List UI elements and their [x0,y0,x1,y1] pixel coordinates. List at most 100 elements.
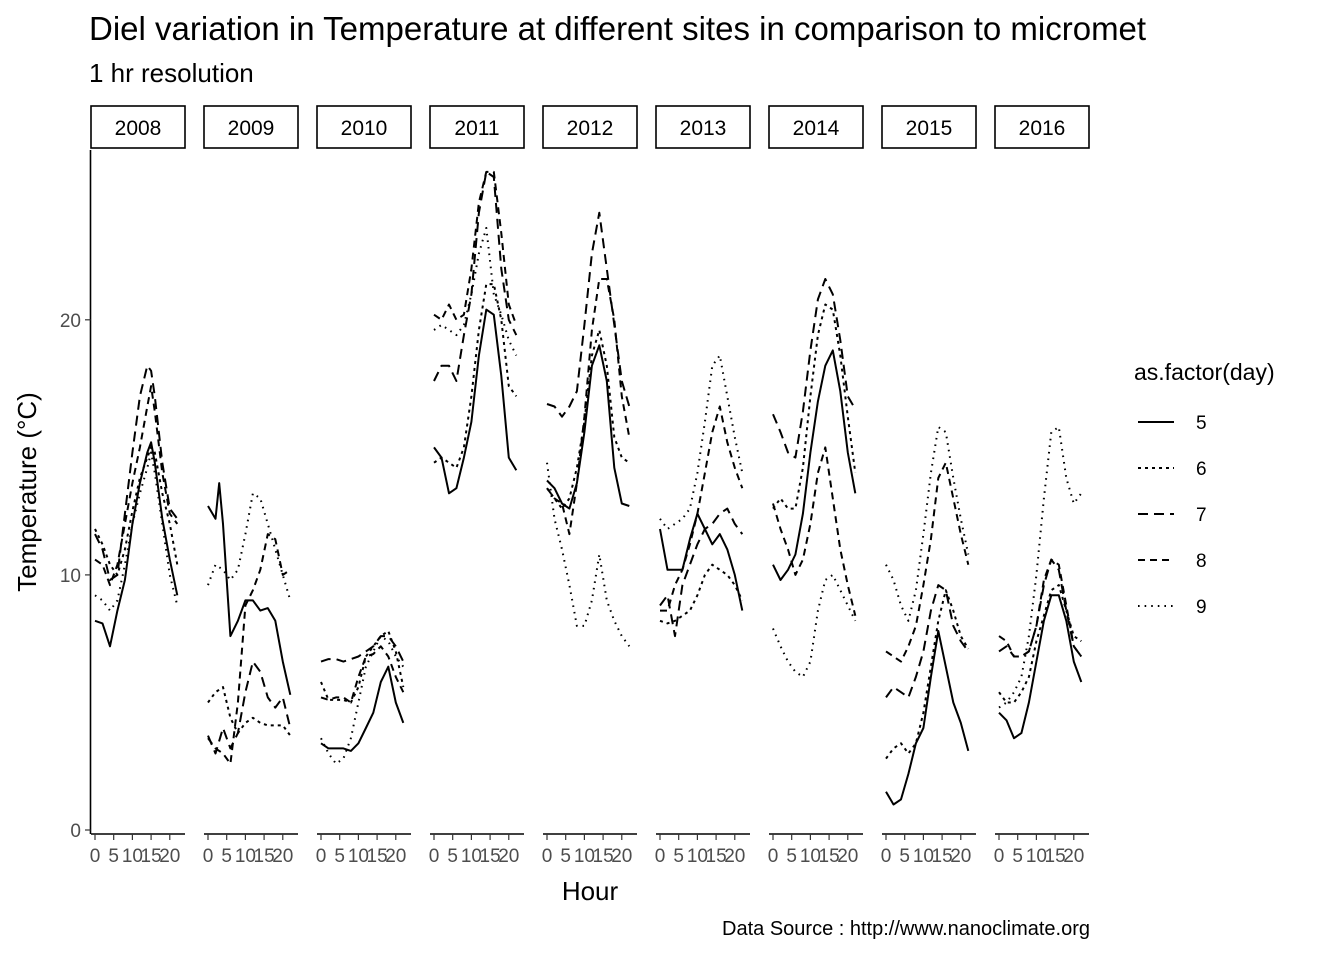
x-tick-label-2016-5: 5 [1012,846,1023,867]
series-line-2015-day-8 [885,461,970,663]
x-tick-label-2011-5: 5 [447,846,458,867]
series-line-2010-day-7 [320,635,405,663]
facet-strip-2008 [90,105,186,149]
y-tick-label-10: 10 [60,566,81,587]
x-tick-label-2011-20: 20 [498,846,519,867]
x-tick-label-2014-0: 0 [768,846,779,867]
series-line-2010-day-9 [320,635,405,765]
series-line-2013-day-8 [660,405,744,612]
series-line-2012-day-5 [546,344,630,510]
y-tick-label-0: 0 [70,821,81,842]
series-line-2016-day-8 [998,558,1083,658]
x-tick-label-2009-20: 20 [272,846,293,867]
facet-strip-label-2011: 2011 [454,117,499,140]
series-line-2011-day-8 [433,170,518,326]
series-line-2010-day-8 [320,645,405,704]
x-tick-label-2012-15: 15 [593,846,614,867]
x-tick-label-2010-5: 5 [334,846,345,867]
x-tick-label-2015-20: 20 [950,846,971,867]
series-line-2012-day-7 [546,211,631,418]
x-tick-label-2009-10: 10 [235,846,256,867]
x-tick-label-2012-5: 5 [560,846,571,867]
x-tick-label-2012-0: 0 [542,846,553,867]
legend-label-5: 5 [1196,413,1207,434]
series-line-2011-day-6 [433,283,518,469]
series-line-2012-day-9 [546,462,631,647]
x-tick-label-2012-20: 20 [611,846,632,867]
x-tick-label-2010-10: 10 [348,846,369,867]
x-tick-label-2009-0: 0 [203,846,214,867]
series-line-2011-day-5 [433,308,518,495]
facet-strip-2013 [655,105,751,149]
x-tick-label-2013-20: 20 [724,846,745,867]
series-line-2014-day-6 [772,303,857,510]
facet-strip-label-2014: 2014 [793,117,840,140]
series-line-2008-day-6 [94,446,179,576]
chart-title: Diel variation in Temperature at differe… [89,10,1147,47]
facet-strip-2010 [316,105,412,149]
x-tick-label-2014-20: 20 [837,846,858,867]
x-tick-label-2013-0: 0 [655,846,666,867]
series-line-2011-day-7 [433,170,518,382]
series-line-2014-day-5 [772,349,857,581]
x-tick-label-2010-0: 0 [316,846,327,867]
facet-strip-label-2012: 2012 [567,117,614,140]
x-tick-label-2010-15: 15 [367,846,388,867]
facet-strip-2014 [768,105,864,149]
series-line-2013-day-6 [659,563,744,625]
series-line-2015-day-5 [885,630,970,806]
series-line-2016-day-5 [998,594,1083,740]
x-tick-label-2009-5: 5 [221,846,232,867]
facet-strip-2016 [994,105,1090,149]
series-line-2015-day-7 [885,584,970,699]
series-line-2008-day-9 [94,451,179,612]
x-tick-label-2014-10: 10 [800,846,821,867]
y-tick-label-20: 20 [60,311,81,332]
series-line-2013-day-9 [659,354,744,530]
x-tick-label-2015-10: 10 [913,846,934,867]
series-line-2012-day-6 [546,329,630,510]
facet-strip-2009 [203,105,299,149]
series-line-2013-day-5 [659,512,744,611]
x-tick-label-2008-10: 10 [122,846,143,867]
x-tick-label-2016-0: 0 [994,846,1005,867]
series-line-2014-day-9 [772,573,857,678]
legend-label-8: 8 [1196,551,1207,572]
series-line-2009-day-6 [207,686,292,737]
x-tick-label-2013-5: 5 [673,846,684,867]
x-tick-label-2016-10: 10 [1026,846,1047,867]
x-axis-title: Hour [562,876,619,906]
x-tick-label-2009-15: 15 [254,846,275,867]
series-line-2014-day-7 [772,278,857,459]
y-axis-title: Temperature (°C) [12,392,42,592]
legend-title: as.factor(day) [1134,359,1275,385]
series-line-2015-day-6 [885,589,970,760]
chart-subtitle: 1 hr resolution [89,58,254,88]
series-line-2009-day-5 [207,482,292,696]
legend-label-9: 9 [1196,597,1207,618]
x-tick-label-2014-15: 15 [819,846,840,867]
series-line-2009-day-9 [207,492,292,601]
legend-label-6: 6 [1196,459,1207,480]
x-tick-label-2015-0: 0 [881,846,892,867]
x-tick-label-2010-20: 20 [385,846,406,867]
legend-label-7: 7 [1196,505,1207,526]
series-line-2014-day-8 [772,446,857,616]
x-tick-label-2008-15: 15 [141,846,162,867]
facet-strip-label-2016: 2016 [1019,117,1066,140]
x-tick-label-2008-5: 5 [108,846,119,867]
series-line-2013-day-7 [659,507,744,638]
series-line-2016-day-9 [998,426,1083,709]
x-tick-label-2013-10: 10 [687,846,708,867]
series-line-2008-day-5 [94,441,179,648]
x-tick-label-2008-0: 0 [90,846,101,867]
series-line-2010-day-5 [320,665,405,752]
x-tick-label-2011-0: 0 [429,846,440,867]
facet-strip-2011 [429,105,525,149]
facet-strip-label-2010: 2010 [341,117,388,140]
series-line-2008-day-7 [94,364,179,581]
x-tick-label-2016-20: 20 [1063,846,1084,867]
x-tick-label-2014-5: 5 [786,846,797,867]
facet-strip-2015 [881,105,977,149]
